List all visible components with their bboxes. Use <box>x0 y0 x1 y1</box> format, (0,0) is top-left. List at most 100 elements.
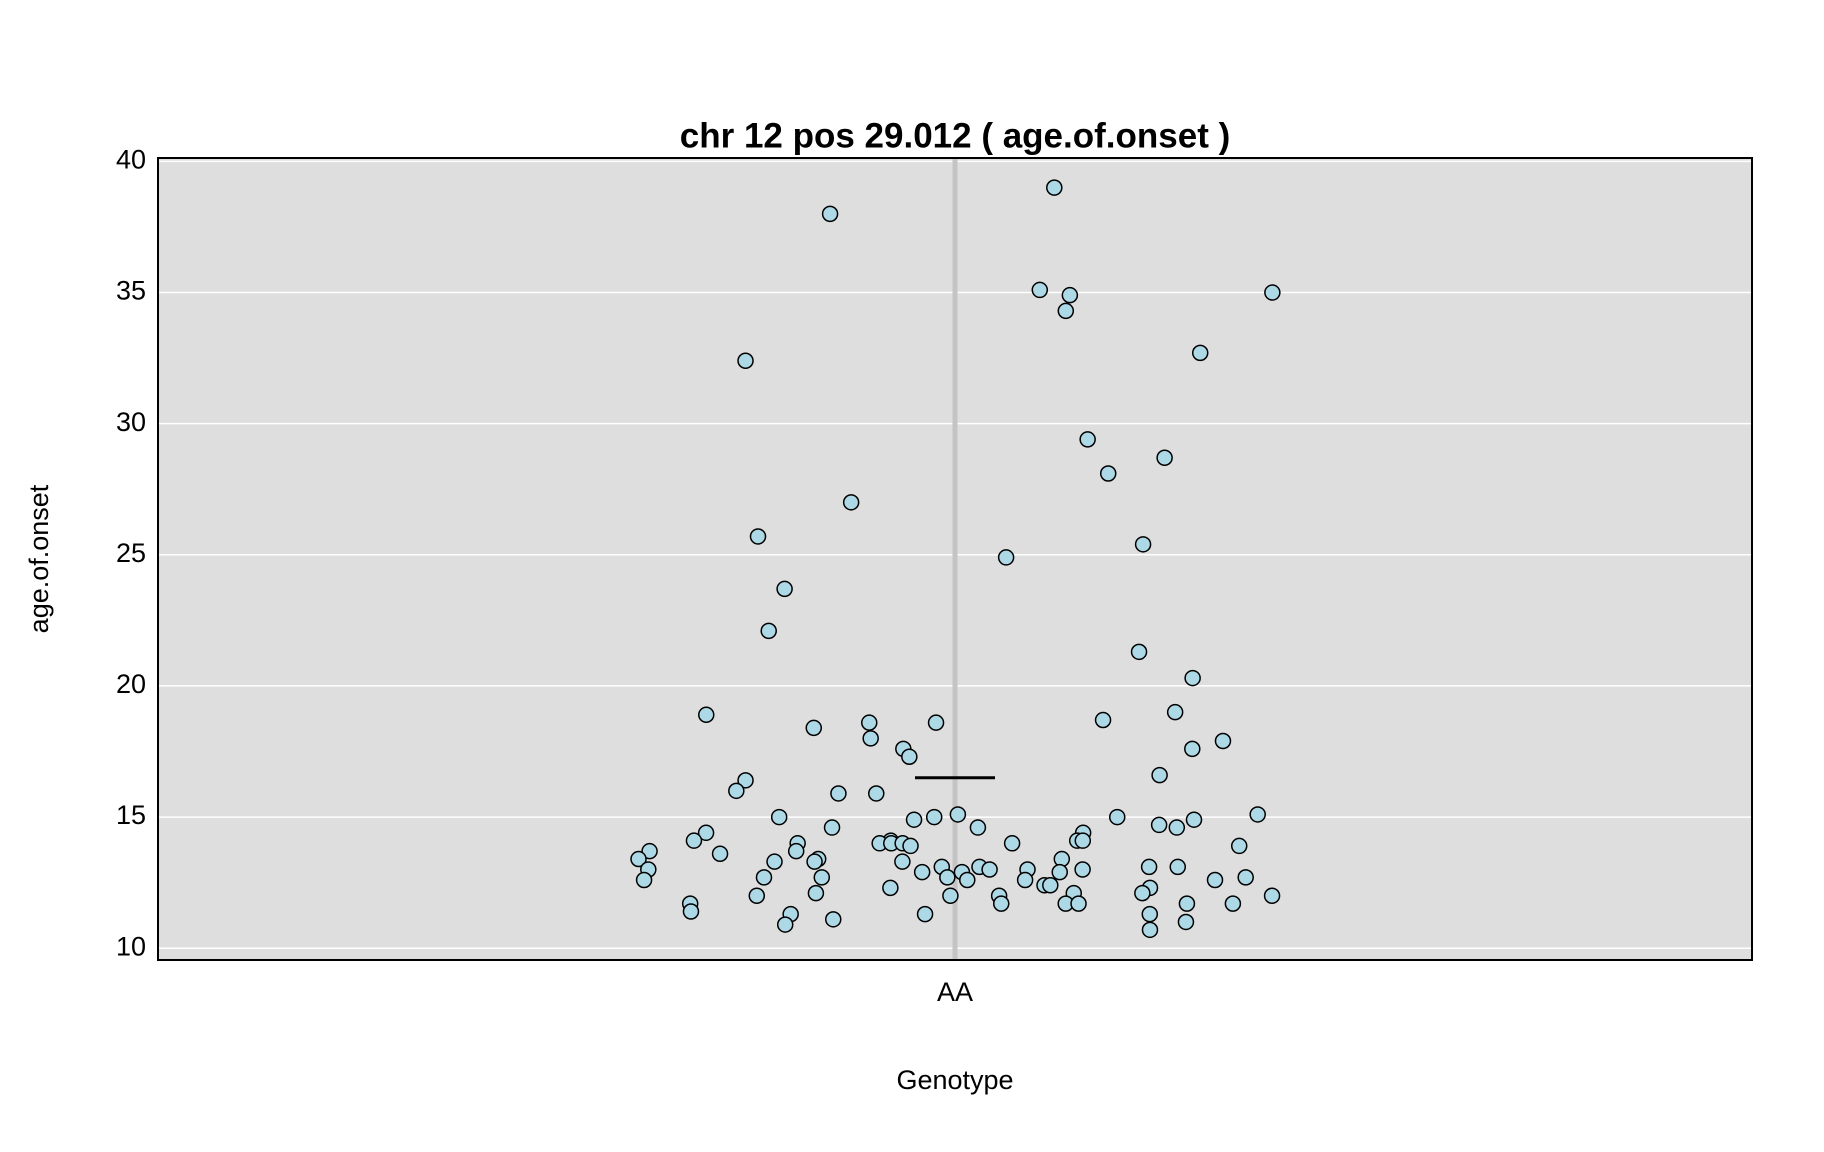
point <box>630 850 647 868</box>
point <box>927 714 945 731</box>
point <box>902 837 919 855</box>
point <box>1134 884 1151 902</box>
point <box>997 549 1015 566</box>
y-tick-label: 10 <box>116 931 146 961</box>
point <box>949 806 967 823</box>
point <box>1224 895 1242 912</box>
point <box>905 811 923 828</box>
point <box>882 879 899 897</box>
point <box>1151 766 1168 784</box>
point <box>901 748 918 765</box>
point <box>806 853 823 870</box>
y-tick-label: 30 <box>116 407 146 437</box>
point <box>635 871 653 889</box>
point <box>1177 913 1195 931</box>
point <box>805 719 823 737</box>
point <box>942 887 959 904</box>
point <box>1214 732 1232 750</box>
point <box>776 580 793 598</box>
point <box>748 887 766 904</box>
point <box>1031 281 1049 299</box>
point <box>760 622 777 640</box>
point <box>737 352 754 369</box>
y-tick-label: 20 <box>116 669 146 699</box>
point <box>939 869 956 886</box>
point <box>860 714 878 731</box>
point <box>830 785 847 802</box>
plot-frame <box>157 157 1753 961</box>
point <box>1185 811 1203 828</box>
point <box>755 869 773 886</box>
point <box>821 205 839 223</box>
point <box>1070 895 1087 912</box>
point <box>992 895 1010 912</box>
point <box>913 863 931 881</box>
point <box>698 706 715 724</box>
point <box>1108 808 1126 826</box>
point <box>737 772 754 789</box>
point <box>1134 536 1152 553</box>
point <box>1099 465 1117 482</box>
point <box>1184 740 1201 758</box>
point <box>697 824 715 842</box>
point <box>1168 819 1186 836</box>
point <box>868 785 885 802</box>
point <box>1237 869 1254 886</box>
point <box>1249 806 1266 823</box>
point <box>1046 179 1063 196</box>
point <box>682 903 700 920</box>
point <box>1184 669 1201 687</box>
y-tick-label: 25 <box>116 538 146 568</box>
point <box>981 861 998 878</box>
chart-title: chr 12 pos 29.012 ( age.of.onset ) <box>680 116 1230 155</box>
point <box>1140 858 1158 876</box>
point <box>807 884 825 902</box>
point <box>728 782 745 800</box>
point <box>1156 449 1173 467</box>
point <box>1169 858 1187 876</box>
point <box>1079 431 1096 448</box>
point <box>787 842 805 860</box>
point <box>1141 921 1159 939</box>
point <box>1141 905 1159 923</box>
point <box>1094 711 1112 729</box>
x-axis-label: Genotype <box>896 1065 1013 1095</box>
y-tick-label: 35 <box>116 276 146 306</box>
x-tick-label: AA <box>937 977 973 1007</box>
point <box>1230 837 1248 855</box>
point <box>685 832 703 849</box>
point <box>749 528 767 545</box>
point <box>823 819 841 836</box>
point <box>766 853 783 870</box>
y-tick-label: 40 <box>116 145 146 175</box>
point <box>1074 832 1092 849</box>
point <box>969 819 987 836</box>
point <box>1061 286 1079 304</box>
y-tick-label: 15 <box>116 800 146 830</box>
point <box>813 869 831 886</box>
point <box>776 916 794 933</box>
point <box>1074 861 1091 878</box>
point <box>1042 877 1059 894</box>
point <box>1263 887 1281 904</box>
point <box>1264 284 1281 301</box>
point <box>770 808 788 826</box>
point <box>1178 895 1196 912</box>
point <box>1130 643 1148 661</box>
point <box>1150 816 1168 834</box>
point <box>711 845 729 863</box>
point <box>1057 302 1075 320</box>
point <box>1191 344 1209 362</box>
point <box>894 853 911 870</box>
point <box>959 871 976 889</box>
point <box>1051 863 1068 881</box>
y-axis-label: age.of.onset <box>24 484 54 633</box>
point <box>641 842 658 860</box>
point <box>862 730 879 747</box>
point <box>842 494 860 511</box>
point <box>925 808 943 826</box>
point <box>1206 871 1224 889</box>
point <box>916 905 934 923</box>
